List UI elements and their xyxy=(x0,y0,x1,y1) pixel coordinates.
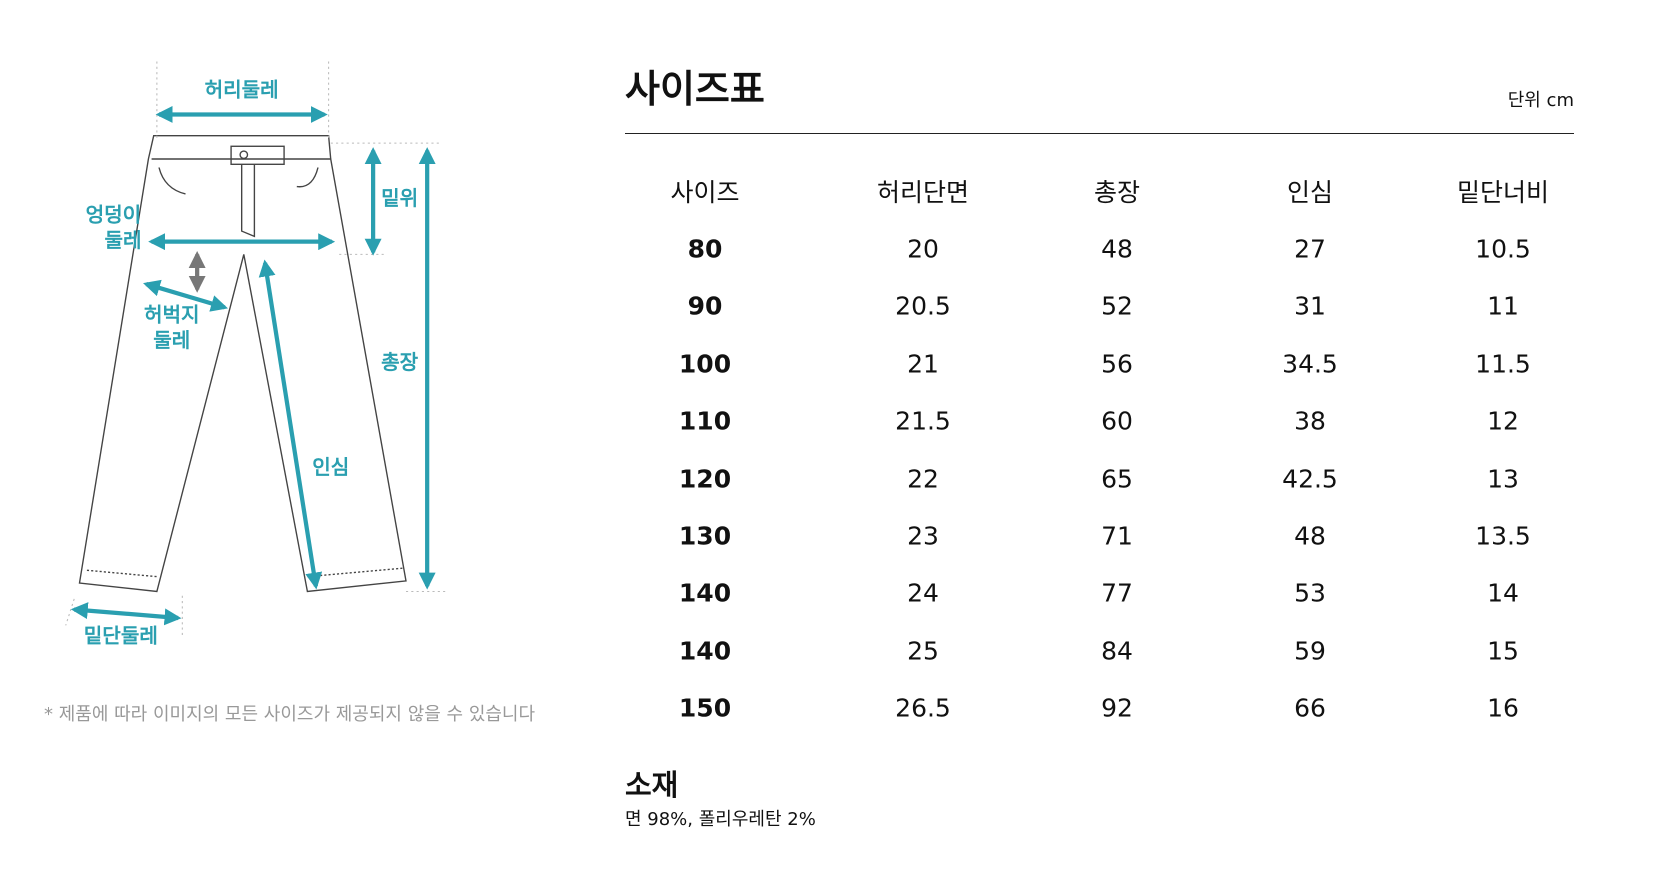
column-header: 인심 xyxy=(1286,178,1334,207)
note: * 제품에 따라 이미지의 모든 사이즈가 제공되지 않을 수 있습니다 xyxy=(44,704,536,725)
value-cell: 48 xyxy=(1294,521,1326,551)
value-cell: 66 xyxy=(1294,693,1326,723)
label: 밑단둘레 xyxy=(84,624,158,648)
label: 엉덩이 xyxy=(86,203,142,227)
value-cell: 59 xyxy=(1294,636,1326,666)
value-cell: 16 xyxy=(1487,693,1519,723)
label: 허리둘레 xyxy=(205,78,279,102)
column-header: 사이즈 xyxy=(670,178,740,207)
material-title: 소재 xyxy=(625,768,679,802)
value-cell: 34.5 xyxy=(1282,349,1338,379)
column-header: 총장 xyxy=(1093,178,1141,207)
divider xyxy=(625,133,1574,134)
measure-arrows xyxy=(70,105,436,626)
value-cell: 52 xyxy=(1101,291,1133,321)
size-cell: 130 xyxy=(678,521,732,551)
pants-diagram: 허리둘레 밑위 엉덩이 둘레 허벅지 둘레 총장 인심 밑단둘레 xyxy=(65,61,446,648)
label: 허벅지 xyxy=(144,302,200,326)
size-cell: 100 xyxy=(678,349,732,379)
value-cell: 20 xyxy=(907,234,939,264)
value-cell: 23 xyxy=(907,521,939,551)
value-cell: 21.5 xyxy=(895,406,951,436)
value-cell: 42.5 xyxy=(1282,464,1338,494)
value-cell: 53 xyxy=(1294,578,1326,608)
size-cell: 140 xyxy=(678,578,732,608)
size-cell: 90 xyxy=(687,291,723,321)
value-cell: 77 xyxy=(1101,578,1133,608)
label: 둘레 xyxy=(153,328,190,352)
value-cell: 48 xyxy=(1101,234,1133,264)
value-cell: 60 xyxy=(1101,406,1133,436)
size-cell: 150 xyxy=(678,693,732,723)
label: 총장 xyxy=(381,350,419,374)
value-cell: 10.5 xyxy=(1475,234,1531,264)
value-cell: 21 xyxy=(907,349,939,379)
label: 인심 xyxy=(312,455,349,479)
size-cell: 120 xyxy=(678,464,732,494)
value-cell: 11.5 xyxy=(1475,349,1531,379)
value-cell: 15 xyxy=(1487,636,1519,666)
value-cell: 25 xyxy=(907,636,939,666)
size-cell: 140 xyxy=(678,636,732,666)
value-cell: 13.5 xyxy=(1475,521,1531,551)
value-cell: 56 xyxy=(1101,349,1133,379)
column-header: 밑단너비 xyxy=(1456,178,1550,207)
value-cell: 13 xyxy=(1487,464,1519,494)
value-cell: 84 xyxy=(1101,636,1133,666)
value-cell: 22 xyxy=(907,464,939,494)
value-cell: 71 xyxy=(1101,521,1133,551)
label: 둘레 xyxy=(104,228,141,252)
size-cell: 110 xyxy=(678,406,732,436)
value-cell: 14 xyxy=(1487,578,1519,608)
title: 사이즈표 xyxy=(625,67,765,111)
value-cell: 26.5 xyxy=(895,693,951,723)
value-cell: 12 xyxy=(1487,406,1519,436)
value-cell: 65 xyxy=(1101,464,1133,494)
value-cell: 92 xyxy=(1101,693,1133,723)
unit: 단위 cm xyxy=(1507,90,1574,111)
size-cell: 80 xyxy=(687,234,723,264)
column-header: 허리단면 xyxy=(876,178,970,207)
label: 밑위 xyxy=(381,186,418,210)
value-cell: 11 xyxy=(1487,291,1519,321)
value-cell: 27 xyxy=(1294,234,1326,264)
value-cell: 20.5 xyxy=(895,291,951,321)
guide-lines xyxy=(65,61,446,636)
value-cell: 24 xyxy=(907,578,939,608)
value-cell: 38 xyxy=(1294,406,1326,436)
material-text: 면 98%, 폴리우레탄 2% xyxy=(625,809,816,830)
value-cell: 31 xyxy=(1294,291,1326,321)
